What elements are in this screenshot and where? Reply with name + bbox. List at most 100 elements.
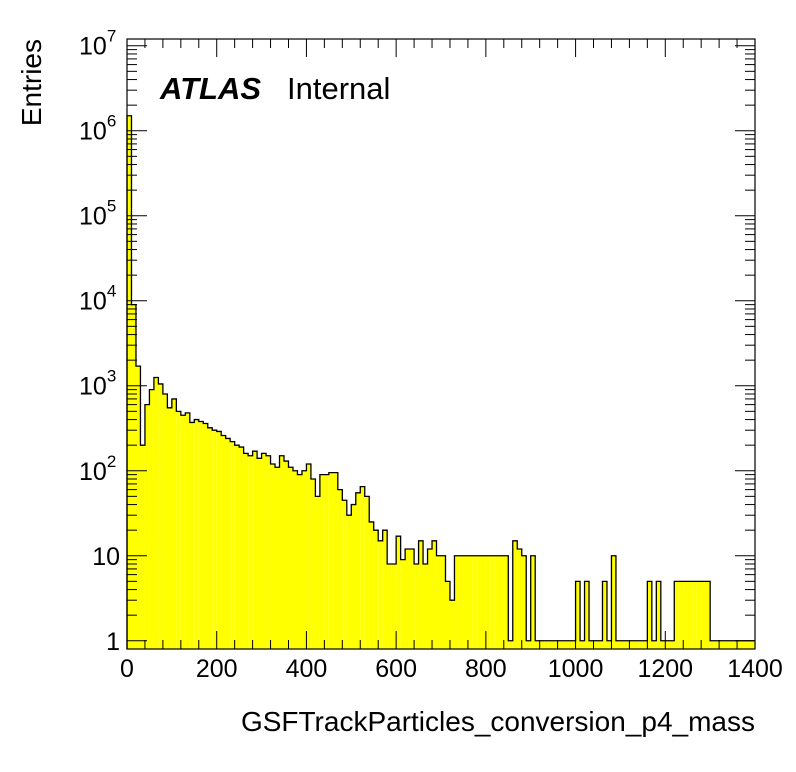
histogram-bar bbox=[127, 115, 132, 649]
histogram-bar bbox=[252, 451, 258, 649]
histogram-bar bbox=[611, 555, 616, 649]
histogram-bar bbox=[656, 581, 661, 649]
histogram-bar bbox=[526, 640, 531, 649]
histogram-bar bbox=[620, 640, 625, 649]
histogram-bar bbox=[288, 467, 293, 649]
histogram-bar bbox=[360, 486, 365, 649]
histogram-bar bbox=[149, 389, 154, 649]
histogram-bar bbox=[144, 404, 150, 649]
histogram-bar bbox=[521, 555, 527, 649]
y-tick-label: 102 bbox=[79, 452, 116, 486]
histogram-bar bbox=[454, 555, 459, 649]
x-axis-title: GSFTrackParticles_conversion_p4_mass bbox=[241, 706, 755, 737]
x-tick-label: 400 bbox=[286, 655, 328, 683]
histogram-bar bbox=[409, 549, 415, 649]
histogram-bar bbox=[135, 366, 141, 649]
y-tick-label: 104 bbox=[79, 282, 116, 316]
histogram-bar bbox=[692, 581, 697, 649]
histogram-bar bbox=[687, 581, 693, 649]
histogram-bar bbox=[598, 640, 603, 649]
histogram-bar bbox=[140, 445, 145, 649]
histogram-bar bbox=[472, 555, 477, 649]
atlas-label: ATLAS bbox=[159, 71, 261, 106]
histogram-bar bbox=[728, 640, 733, 649]
histogram-bar bbox=[243, 453, 249, 649]
histogram-bar bbox=[503, 555, 509, 649]
histogram-bar bbox=[396, 536, 401, 649]
histogram-bar bbox=[400, 559, 406, 649]
histogram-bar bbox=[584, 581, 590, 649]
histogram-bar bbox=[405, 549, 410, 649]
histogram-bar bbox=[257, 458, 262, 649]
histogram-bar bbox=[723, 640, 729, 649]
histogram-bar bbox=[248, 455, 253, 649]
x-tick-label: 0 bbox=[120, 655, 134, 683]
histogram-bar bbox=[284, 461, 289, 649]
histogram-bar bbox=[319, 474, 325, 649]
histogram-bar bbox=[355, 492, 361, 649]
histogram-bar bbox=[544, 640, 549, 649]
histogram-bars bbox=[126, 115, 755, 649]
histogram-bar bbox=[153, 377, 159, 649]
x-tick-label: 1200 bbox=[637, 655, 693, 683]
histogram-bar bbox=[176, 411, 181, 649]
histogram-bar bbox=[566, 640, 572, 649]
histogram-bar bbox=[737, 640, 742, 649]
plot-frame bbox=[126, 38, 756, 650]
histogram-bar bbox=[328, 472, 334, 649]
internal-label: Internal bbox=[287, 71, 390, 106]
histogram-bar bbox=[324, 474, 329, 649]
histogram-bar bbox=[275, 467, 280, 649]
histogram-bar bbox=[696, 581, 702, 649]
histogram-bar bbox=[642, 640, 648, 649]
histogram-bar bbox=[333, 472, 338, 649]
histogram-bar bbox=[167, 407, 172, 649]
histogram-bar bbox=[750, 640, 755, 649]
histogram-bar bbox=[624, 640, 630, 649]
histogram-bar bbox=[185, 412, 190, 649]
y-axis-title: Entries bbox=[16, 39, 47, 126]
y-tick-labels: 1 10 102 103 104 105 106 107 bbox=[79, 27, 120, 656]
histogram-bar bbox=[494, 555, 500, 649]
histogram-bar bbox=[378, 540, 383, 649]
histogram-bar bbox=[674, 581, 679, 649]
histogram-bar bbox=[615, 640, 621, 649]
x-tick-labels: 0 200 400 600 800 1000 1200 1400 bbox=[120, 655, 783, 683]
histogram-bar bbox=[418, 540, 424, 649]
histogram-bar bbox=[351, 504, 356, 649]
histogram-bar bbox=[342, 500, 347, 649]
histogram-bar bbox=[382, 530, 388, 649]
histogram-bar bbox=[463, 555, 468, 649]
y-tick-label: 105 bbox=[79, 197, 116, 231]
histogram-bar bbox=[701, 581, 706, 649]
histogram-bar bbox=[741, 640, 747, 649]
histogram-bar bbox=[499, 555, 504, 649]
histogram-bar bbox=[225, 438, 231, 649]
histogram-bar bbox=[310, 478, 316, 649]
histogram-bar bbox=[212, 430, 217, 649]
histogram-bar bbox=[261, 453, 267, 649]
histogram-bar bbox=[517, 549, 522, 649]
histogram-bar bbox=[562, 640, 567, 649]
histogram-bar bbox=[638, 640, 643, 649]
histogram-bar bbox=[705, 581, 711, 649]
histogram-bar bbox=[279, 455, 284, 649]
histogram-bar bbox=[315, 496, 320, 649]
histogram-bar bbox=[203, 423, 208, 649]
histogram-bar bbox=[553, 640, 558, 649]
x-tick-label: 800 bbox=[465, 655, 507, 683]
histogram-bar bbox=[180, 415, 186, 649]
histogram-bar bbox=[266, 455, 271, 649]
histogram-bar bbox=[369, 521, 374, 649]
histogram-bar bbox=[364, 496, 370, 649]
histogram-bar bbox=[387, 563, 392, 649]
histogram-bar bbox=[476, 555, 482, 649]
x-tick-label: 1000 bbox=[548, 655, 604, 683]
histogram-bar bbox=[230, 441, 235, 649]
histogram-bar bbox=[467, 555, 473, 649]
histogram-bar bbox=[292, 470, 298, 649]
histogram-bar bbox=[539, 640, 545, 649]
histogram-bar bbox=[337, 489, 343, 649]
histogram-bar bbox=[530, 555, 536, 649]
